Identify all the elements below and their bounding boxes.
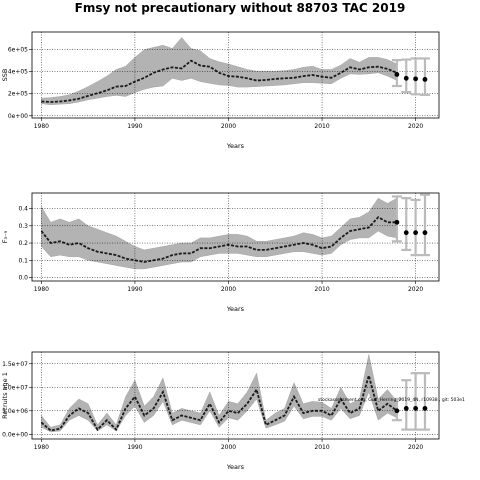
median-line [40,216,397,263]
x-tick-label: 2020 [408,286,423,293]
y-tick-label: 0e+00 [8,113,28,120]
x-tick-label: 2010 [314,123,329,130]
plot-frame [31,31,440,119]
y-tick-label: 2e+05 [8,91,28,98]
ssb-panel: 1980 1990 2000 2010 2020 0e+00 2e+05 4e+05 6e+05… [1,31,440,150]
x-tick-label: 2010 [314,444,329,451]
y-tick-label: 1.0e+07 [2,384,28,391]
y-tick-label: 4e+05 [8,69,28,76]
x-axis-label: Years [226,463,245,471]
y-tick-label: 0.2 [18,240,28,247]
projection-point [413,230,419,236]
x-tick-label: 2010 [314,286,329,293]
x-tick-label: 2020 [408,444,423,451]
projection-point [413,406,419,411]
confidence-band [41,197,398,270]
y-tick-label: 0.1 [18,257,28,264]
confidence-band [41,354,398,433]
projection-point [413,76,419,82]
median-line [41,59,398,103]
recruitment-panel: 1980 1990 2000 2010 2020 0.0e+00 5.0e+06 1.0e+0… [1,351,465,471]
y-tick-label: 1.5e+07 [2,361,28,368]
median-line [40,372,398,432]
x-axis-label: Years [226,142,245,150]
x-tick-label: 1980 [34,286,49,293]
projection-point [422,77,428,82]
projection-point [394,408,400,414]
y-axis-label: F₃₋₉ [1,230,9,243]
y-axis-label: SSB [1,69,9,82]
version-annotation: stockassessment.org, Gulf_Herring_2019_4… [318,397,465,403]
projection-point [394,219,400,225]
x-tick-label: 1990 [127,444,142,451]
projection-point [403,75,409,81]
plot-frame [31,351,440,440]
x-tick-label: 1980 [34,444,49,451]
projection-point [422,406,428,411]
x-axis-label: Years [226,305,245,313]
y-tick-label: 0.4 [18,206,28,213]
y-tick-label: 0.0e+00 [2,431,28,438]
x-tick-label: 2000 [221,123,236,130]
y-tick-label: 0.0 [18,275,28,282]
projection-point [394,72,400,77]
y-tick-label: 0.3 [18,223,28,230]
y-tick-label: 5.0e+06 [2,408,28,415]
x-tick-label: 2000 [221,286,236,293]
plot-frame [31,192,440,282]
fishing-mortality-panel: 1980 1990 2000 2010 2020 0.0 0.1 0.2 0.3 0.4 Years… [1,192,440,313]
y-axis-label: Recruits age 1 [1,372,9,419]
projection-point [403,406,409,411]
projection-point [403,230,409,236]
page-title: Fmsy not precautionary without 88703 TAC… [74,1,406,15]
x-tick-label: 2020 [408,123,423,130]
x-tick-label: 1990 [127,123,142,130]
projection-point [422,230,428,236]
x-tick-label: 2000 [221,444,236,451]
x-tick-label: 1990 [127,286,142,293]
x-tick-label: 1980 [34,123,49,130]
y-tick-label: 6e+05 [8,47,28,54]
